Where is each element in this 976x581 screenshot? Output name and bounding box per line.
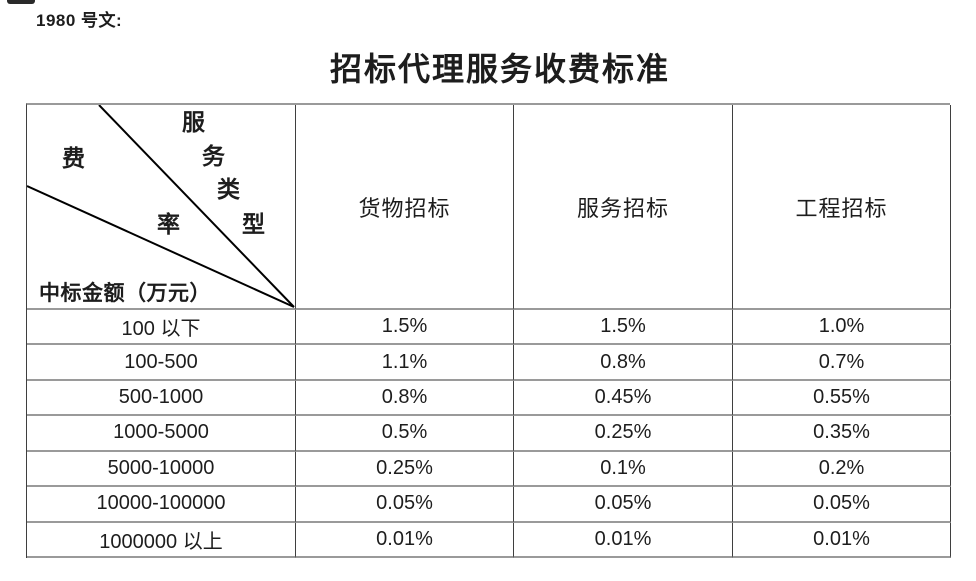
fee-cell: 0.1% xyxy=(514,451,733,488)
corner-fee-char: 费 xyxy=(62,146,85,171)
fee-table: 费 率 服 务 类 型 中标金额（万元） 货物招标 服务招标 工程招标 100 … xyxy=(26,103,951,558)
corner-service-char: 务 xyxy=(202,144,225,169)
corner-service-char: 型 xyxy=(242,212,265,237)
diagonal-line-upper xyxy=(98,105,295,308)
fee-cell: 1.5% xyxy=(514,310,733,346)
doc-ref: 1980 号文: xyxy=(36,11,123,30)
fee-cell: 0.01% xyxy=(733,522,951,558)
fee-cell: 1.1% xyxy=(296,345,514,381)
fee-cell: 0.5% xyxy=(296,416,514,452)
corner-header-cell: 费 率 服 务 类 型 中标金额（万元） xyxy=(27,105,296,310)
row-label: 1000000 以上 xyxy=(27,522,296,558)
diagonal-lines xyxy=(27,105,295,308)
fee-cell: 0.55% xyxy=(733,380,951,417)
corner-rate-char: 率 xyxy=(157,212,180,237)
fee-cell: 0.8% xyxy=(514,345,733,381)
page-edge-mark xyxy=(7,0,35,4)
row-label: 5000-10000 xyxy=(27,451,296,488)
row-label: 1000-5000 xyxy=(27,416,296,452)
fee-cell: 0.25% xyxy=(514,416,733,452)
fee-cell: 0.01% xyxy=(296,522,514,558)
row-label: 100-500 xyxy=(27,345,296,381)
fee-cell: 0.35% xyxy=(733,416,951,452)
fee-cell: 0.25% xyxy=(296,451,514,488)
corner-service-char: 服 xyxy=(182,110,205,135)
fee-cell: 0.7% xyxy=(733,345,951,381)
row-label: 500-1000 xyxy=(27,380,296,417)
fee-cell: 0.05% xyxy=(296,487,514,523)
corner-amount-label: 中标金额（万元） xyxy=(39,281,211,305)
fee-cell: 0.01% xyxy=(514,522,733,558)
fee-cell: 0.05% xyxy=(514,487,733,523)
diagonal-line-lower xyxy=(27,185,295,308)
row-label: 100 以下 xyxy=(27,310,296,346)
fee-cell: 0.2% xyxy=(733,451,951,488)
corner-service-char: 类 xyxy=(217,177,240,202)
column-header-engineering: 工程招标 xyxy=(733,105,951,310)
fee-cell: 0.8% xyxy=(296,380,514,417)
column-header-goods: 货物招标 xyxy=(296,105,514,310)
row-label: 10000-100000 xyxy=(27,487,296,523)
fee-cell: 1.5% xyxy=(296,310,514,346)
column-header-service: 服务招标 xyxy=(514,105,733,310)
fee-cell: 1.0% xyxy=(733,310,951,346)
fee-cell: 0.05% xyxy=(733,487,951,523)
fee-cell: 0.45% xyxy=(514,380,733,417)
page-title: 招标代理服务收费标准 xyxy=(329,51,670,87)
